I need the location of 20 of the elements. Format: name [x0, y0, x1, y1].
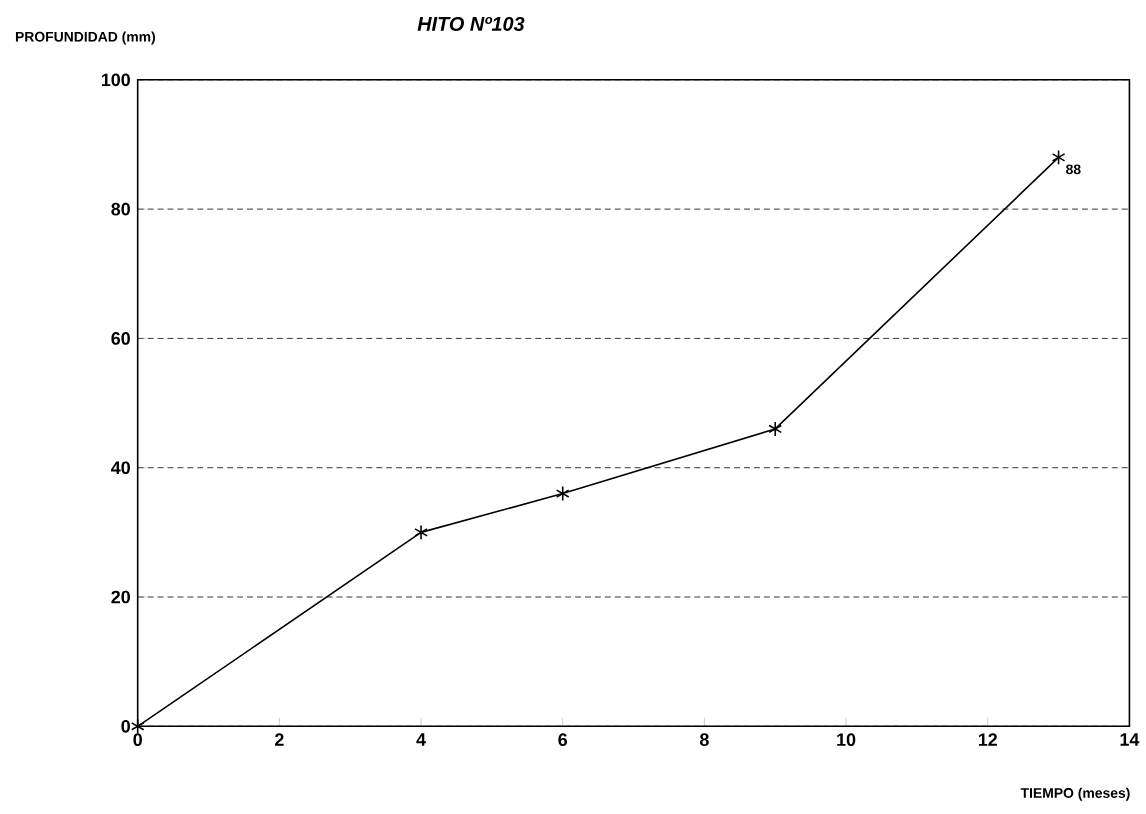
point [414, 524, 428, 541]
point [130, 718, 145, 735]
point [555, 485, 570, 502]
y-tick-label: 40 [111, 461, 130, 474]
x-tick-label: 8 [699, 733, 709, 746]
chart-title: HITO Nº103 [417, 16, 525, 31]
y-tick-label: 20 [111, 590, 130, 604]
y-tick-label: 80 [111, 202, 130, 216]
y-tick-label: 60 [111, 332, 130, 345]
x-tick-label: 6 [558, 733, 568, 746]
point [768, 421, 783, 437]
x-tick-label: 0 [133, 733, 142, 746]
y-tick-label: 100 [101, 73, 130, 87]
x-tick-label: 4 [416, 733, 426, 746]
y-tick-label: 0 [121, 719, 130, 733]
x-tick-label: 2 [275, 733, 284, 746]
x-tick-label: 12 [978, 733, 997, 746]
x-tick-label: 10 [837, 733, 856, 746]
x-tick-label: 14 [1120, 733, 1140, 746]
point [1051, 149, 1066, 166]
